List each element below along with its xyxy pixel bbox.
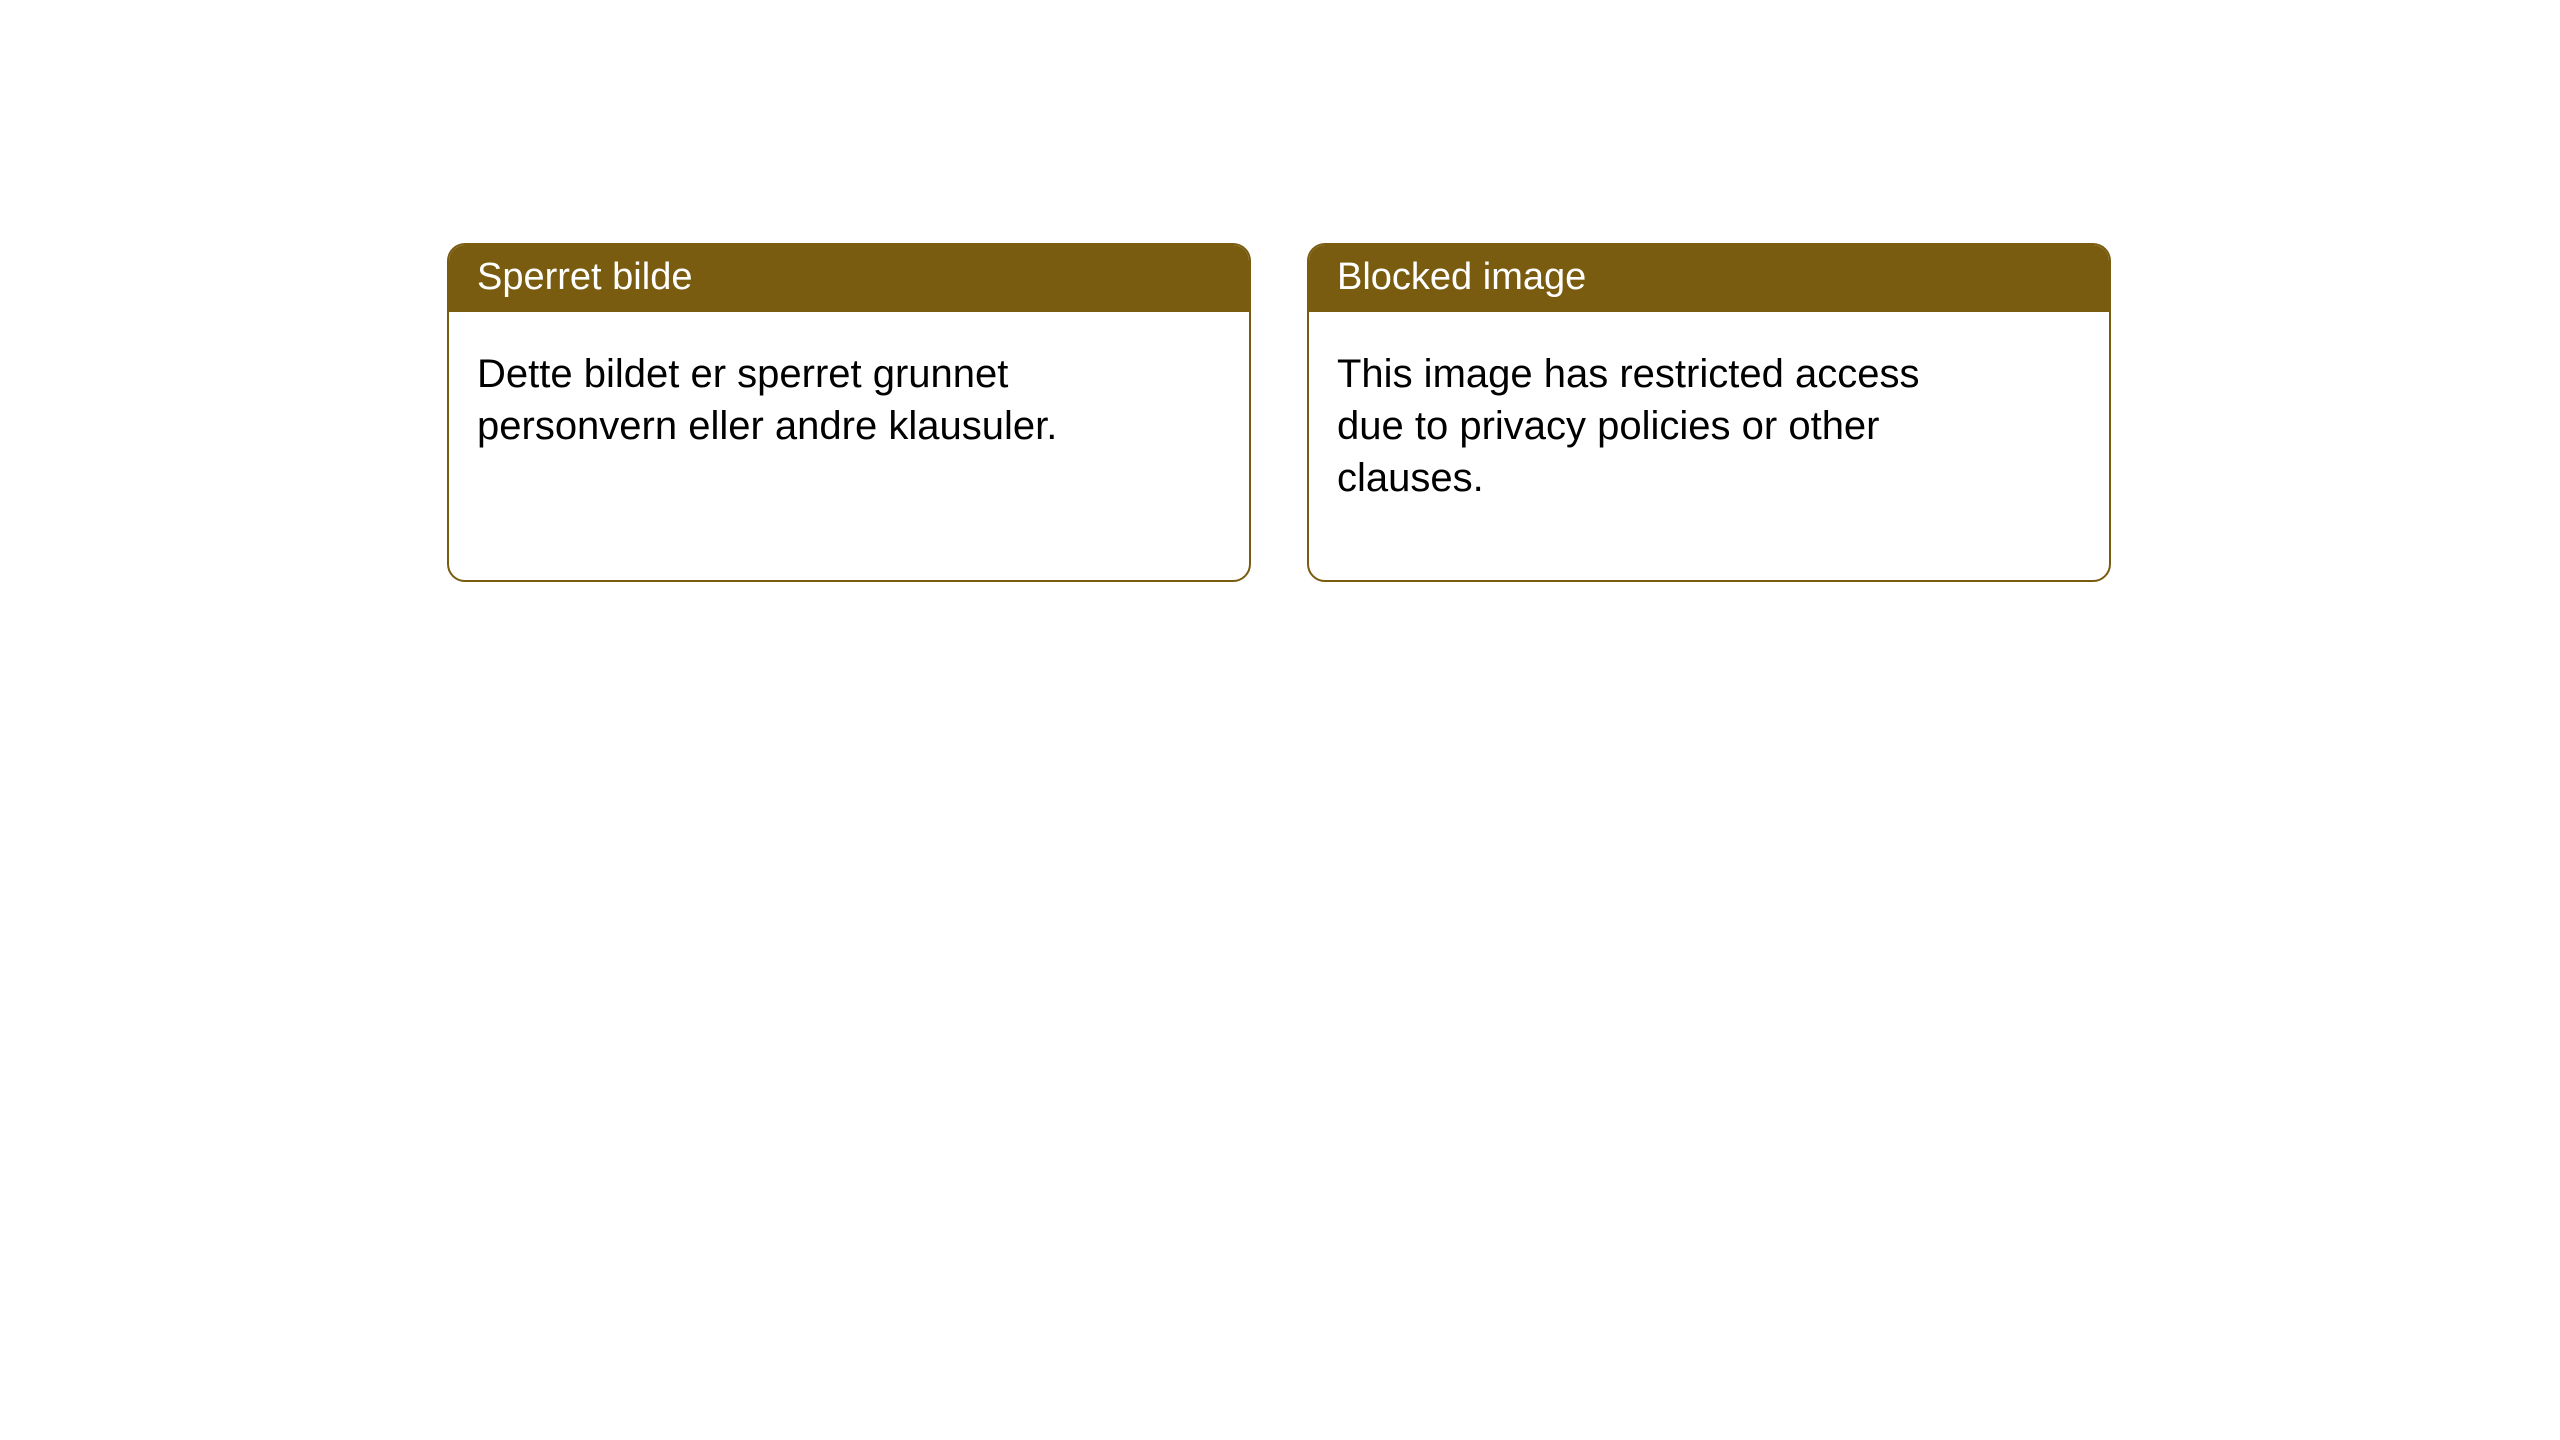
notice-body: Dette bildet er sperret grunnet personve… bbox=[449, 312, 1129, 528]
notice-card-norwegian: Sperret bilde Dette bildet er sperret gr… bbox=[447, 243, 1251, 582]
notice-header: Sperret bilde bbox=[449, 245, 1249, 312]
notice-container: Sperret bilde Dette bildet er sperret gr… bbox=[0, 0, 2560, 582]
notice-card-english: Blocked image This image has restricted … bbox=[1307, 243, 2111, 582]
notice-header: Blocked image bbox=[1309, 245, 2109, 312]
notice-body: This image has restricted access due to … bbox=[1309, 312, 1989, 580]
